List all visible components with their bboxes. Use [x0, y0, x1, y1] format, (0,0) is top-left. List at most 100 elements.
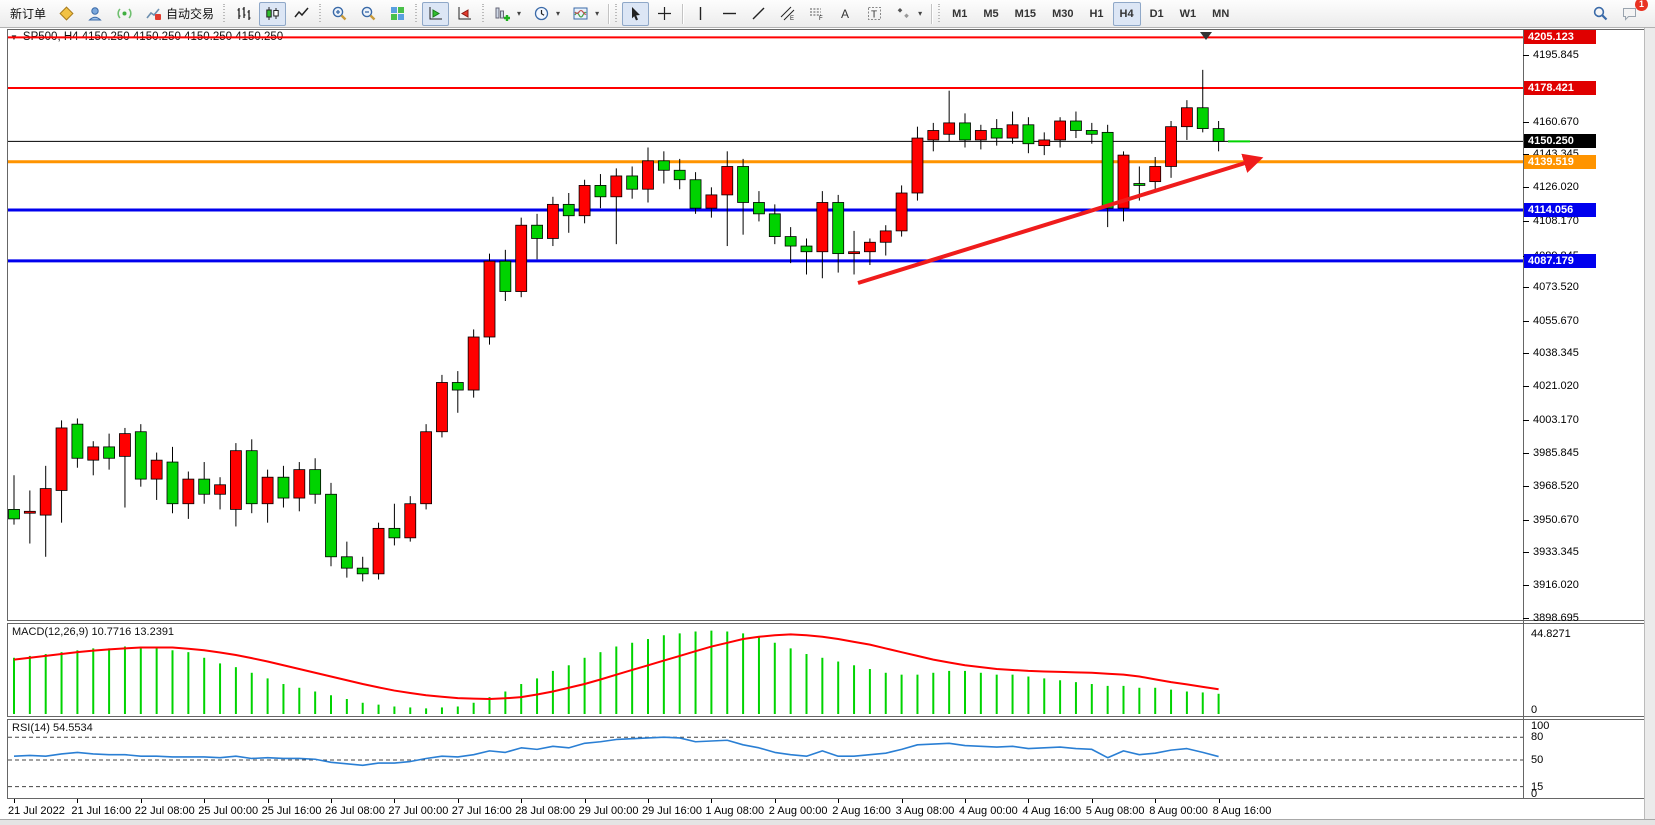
fibonacci-icon: F [808, 5, 825, 22]
zoom-out-icon [360, 5, 377, 22]
timeframe-h1-button[interactable]: H1 [1089, 7, 1104, 20]
rsi-label: RSI(14) 54.5534 [12, 722, 93, 734]
dropdown-arrow-icon: ▾ [595, 9, 600, 18]
svg-text:F: F [819, 16, 823, 22]
macd-pane [7, 623, 1645, 717]
toolbar-separator [931, 3, 933, 24]
fibonacci-tool-button[interactable]: F [803, 2, 830, 26]
template-icon [572, 5, 589, 22]
arrow-objects-icon [895, 5, 912, 22]
rsi-line [13, 736, 1219, 767]
search-icon [1592, 5, 1609, 22]
notifications-button[interactable]: 1 [1616, 0, 1648, 26]
timeframe-m1-button[interactable]: M1 [952, 7, 968, 20]
macd-signal-line [13, 633, 1219, 701]
zoom-in-button[interactable] [326, 2, 353, 26]
line-chart-icon [293, 5, 310, 22]
horizontal-line-tool-button[interactable] [716, 2, 743, 26]
indicators-button[interactable]: ▾ [489, 2, 526, 26]
chart-shift-marker[interactable] [1200, 32, 1212, 40]
chart-shift-icon [456, 5, 473, 22]
crosshair-tool-button[interactable] [651, 2, 678, 26]
equidistant-channel-icon: E [779, 5, 796, 22]
toolbar-grip [937, 3, 943, 24]
auto-trading-label: 自动交易 [166, 7, 215, 21]
cursor-arrow-icon [627, 5, 644, 22]
macd-label: MACD(12,26,9) 10.7716 13.2391 [12, 626, 175, 638]
toolbar-grip [414, 3, 420, 24]
time-axis[interactable] [0, 799, 1644, 819]
tile-windows-button[interactable] [384, 2, 411, 26]
chart-shift-button[interactable] [451, 2, 478, 26]
indicators-icon [494, 5, 511, 22]
toolbar-separator [608, 3, 610, 24]
svg-text:E: E [790, 16, 794, 22]
trendline-tool-button[interactable] [745, 2, 772, 26]
community-button[interactable] [82, 2, 109, 26]
candlestick-mode-button[interactable] [259, 1, 287, 26]
auto-scroll-button[interactable] [422, 1, 450, 26]
main-chart-pane [7, 29, 1645, 621]
signal-waves-icon [116, 5, 133, 22]
toolbar-grip [614, 3, 620, 24]
price-axis-border [1523, 29, 1524, 798]
toolbar-grip [318, 3, 324, 24]
text-a-icon: A [837, 5, 854, 22]
toolbar-right-group: 1 [1586, 0, 1651, 26]
cursor-tool-button[interactable] [622, 1, 650, 26]
dropdown-arrow-icon: ▾ [918, 9, 923, 18]
crosshair-icon [656, 5, 673, 22]
macd-canvas[interactable] [8, 624, 1523, 715]
zoom-in-icon [331, 5, 348, 22]
periods-button[interactable]: ▾ [528, 2, 565, 26]
svg-text:A: A [841, 7, 849, 21]
vertical-line-icon [692, 5, 709, 22]
zoom-out-button[interactable] [355, 2, 382, 26]
timeframe-d1-button[interactable]: D1 [1149, 7, 1164, 20]
bar-chart-mode-button[interactable] [230, 2, 257, 26]
horizontal-line-icon [721, 5, 738, 22]
main-chart-canvas[interactable] [8, 30, 1523, 620]
new-order-button[interactable]: 新订单 [5, 2, 51, 26]
svg-text:T: T [871, 10, 877, 21]
candlestick-icon [264, 5, 281, 22]
dropdown-arrow-icon: ▾ [556, 9, 561, 18]
timeframe-m30-button[interactable]: M30 [1052, 7, 1074, 20]
person-cloud-icon [87, 5, 104, 22]
auto-trading-icon [145, 5, 162, 22]
templates-button[interactable]: ▾ [567, 2, 604, 26]
toolbar-separator [682, 3, 684, 24]
timeframe-h4-button[interactable]: H4 [1112, 1, 1141, 26]
text-tool-button[interactable]: A [832, 2, 859, 26]
auto-scroll-icon [427, 5, 444, 22]
rsi-canvas[interactable] [8, 720, 1523, 797]
timeframe-w1-button[interactable]: W1 [1179, 7, 1197, 20]
timeframe-m5-button[interactable]: M5 [983, 7, 999, 20]
chat-bubble-icon [1621, 5, 1638, 22]
timeframe-m15-button[interactable]: M15 [1014, 7, 1037, 20]
channel-tool-button[interactable]: E [774, 2, 801, 26]
vertical-line-tool-button[interactable] [687, 2, 714, 26]
right-margin-strip[interactable] [1644, 28, 1655, 825]
new-order-label: 新订单 [10, 7, 47, 21]
trend-arrow[interactable] [857, 153, 1264, 285]
notification-count-badge: 1 [1635, 0, 1648, 11]
trendline-icon [750, 5, 767, 22]
main-toolbar: 新订单 自动交易 [0, 0, 1655, 28]
market-watch-button[interactable] [53, 2, 80, 26]
clock-icon [533, 5, 550, 22]
line-chart-mode-button[interactable] [288, 2, 315, 26]
timeframe-mn-button[interactable]: MN [1212, 7, 1230, 20]
arrows-tool-button[interactable]: ▾ [890, 2, 927, 26]
search-button[interactable] [1587, 2, 1614, 26]
tile-windows-icon [389, 5, 406, 22]
ohlc-bars-icon [235, 5, 252, 22]
dropdown-arrow-icon: ▾ [517, 9, 522, 18]
toolbar-grip [222, 3, 228, 24]
window-bottom-edge [0, 819, 1655, 825]
text-label-icon: T [866, 5, 883, 22]
auto-trading-button[interactable]: 自动交易 [140, 2, 219, 26]
text-label-tool-button[interactable]: T [861, 2, 888, 26]
signals-button[interactable] [111, 2, 138, 26]
